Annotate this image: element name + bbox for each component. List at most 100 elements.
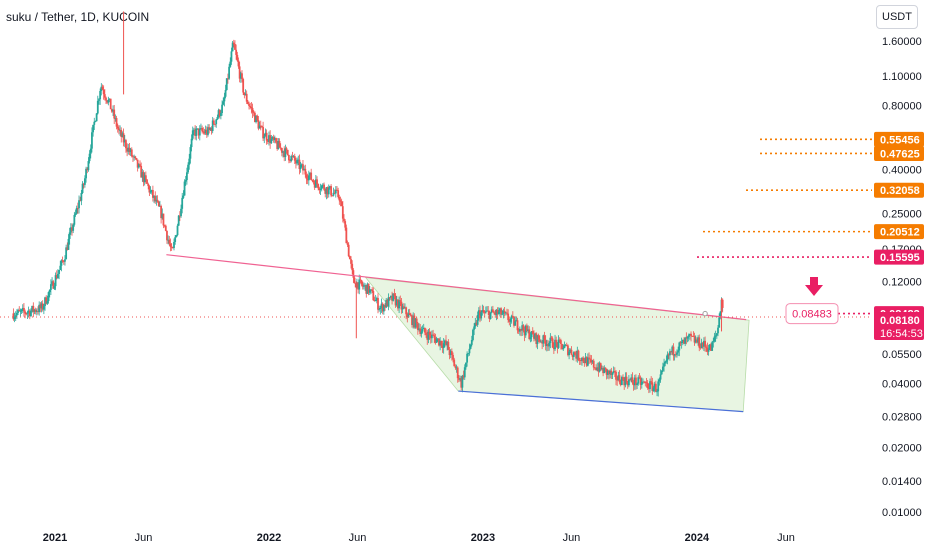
candle-body <box>153 195 155 198</box>
candle-body <box>27 310 30 313</box>
candle-body <box>632 382 635 386</box>
candle-body <box>606 370 609 375</box>
candle-body <box>127 147 130 152</box>
candle-body <box>86 168 89 171</box>
candle-body <box>483 312 486 314</box>
candle-body <box>577 350 580 360</box>
candle-body <box>653 383 656 388</box>
candle-body <box>443 340 446 344</box>
candle-body <box>533 334 535 339</box>
candle-body <box>488 311 491 319</box>
candle-body <box>269 135 272 144</box>
candle-body <box>303 168 306 171</box>
candle-body <box>34 309 37 313</box>
candle-body <box>713 336 716 342</box>
candle-body <box>310 172 313 180</box>
candle-body <box>608 370 610 375</box>
candle-body <box>121 133 124 138</box>
candle-body <box>148 186 151 193</box>
candle-body <box>80 192 83 201</box>
currency-selector[interactable]: USDT <box>876 5 918 29</box>
candle-body <box>69 227 72 233</box>
resistance-trendline[interactable] <box>166 254 747 321</box>
x-tick-label: Jun <box>349 532 367 544</box>
candle-body <box>708 344 711 350</box>
candle-body <box>147 183 150 187</box>
candle-body <box>273 138 276 141</box>
candle-body <box>476 315 479 325</box>
candle-body <box>544 340 547 346</box>
candle-body <box>491 309 494 313</box>
y-tick-label: 0.04000 <box>882 378 922 390</box>
candle-body <box>261 125 263 128</box>
candle-body <box>54 275 57 287</box>
candle-body <box>667 354 670 356</box>
candle-body <box>435 339 438 343</box>
candle-body <box>262 127 265 139</box>
candle-body <box>65 247 68 260</box>
candle-body <box>686 336 689 339</box>
candle-body <box>176 225 179 236</box>
candle-body <box>35 311 38 313</box>
candle-body <box>393 293 396 296</box>
candle-body <box>31 305 34 311</box>
candle-body <box>674 354 677 356</box>
candle-body <box>665 360 668 362</box>
candle-body <box>506 312 508 314</box>
candle-body <box>184 180 187 182</box>
candle-body <box>592 360 595 368</box>
price-badge <box>874 249 924 265</box>
candle-body <box>473 326 476 330</box>
candle-body <box>161 213 164 219</box>
candle-body <box>135 158 138 160</box>
candle-body <box>499 308 501 312</box>
candle-body <box>88 153 91 162</box>
candle-body <box>336 189 338 191</box>
candle-body <box>103 94 106 98</box>
trendline-anchor[interactable] <box>702 310 708 317</box>
candle-body <box>375 298 378 300</box>
candle-body <box>574 352 576 355</box>
candle-body <box>238 66 241 79</box>
candle-body <box>567 345 569 356</box>
candle-body <box>115 118 118 127</box>
price-marker-box[interactable] <box>785 303 839 325</box>
candle-body <box>326 187 329 195</box>
candle-body <box>399 300 402 302</box>
candle-body <box>706 347 709 352</box>
candle-body <box>394 295 397 306</box>
candle-body <box>664 361 667 364</box>
candle-body <box>543 335 546 341</box>
candle-body <box>555 339 558 343</box>
candle-body <box>114 118 117 119</box>
candle-body <box>14 315 17 317</box>
candle-body <box>703 340 705 347</box>
candle-body <box>413 315 416 328</box>
candle-body <box>620 377 623 385</box>
candle-body <box>346 243 349 245</box>
candle-body <box>249 105 252 107</box>
y-tick-label: 0.02000 <box>882 443 922 455</box>
support-trendline[interactable] <box>458 390 744 413</box>
candle-body <box>83 178 86 185</box>
candle-body <box>258 125 261 129</box>
candle-body <box>360 280 363 285</box>
candle-body <box>612 371 615 373</box>
candle-body <box>219 113 222 117</box>
candle-body <box>116 126 119 129</box>
candle-body <box>480 312 483 319</box>
candle-body <box>218 110 221 117</box>
candle-body <box>223 96 226 102</box>
candle-body <box>695 339 698 343</box>
candle-body <box>236 54 239 61</box>
candle-body <box>666 354 669 361</box>
candle-body <box>278 141 281 148</box>
candle-body <box>350 259 352 264</box>
candle-body <box>562 348 565 350</box>
candle-body <box>237 60 240 67</box>
candle-body <box>61 260 64 262</box>
price-badge-label: 0.20512 <box>880 227 920 239</box>
y-tick-label: 0.01000 <box>882 507 922 519</box>
candle-body <box>266 140 269 142</box>
